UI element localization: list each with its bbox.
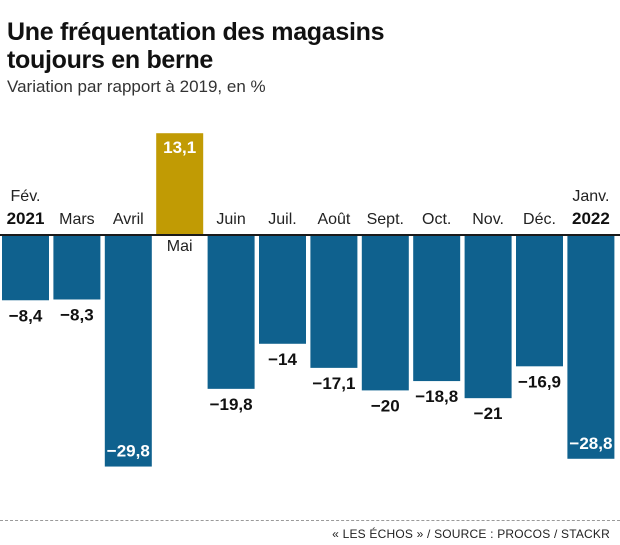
year-label-12: 2022 [572,209,610,228]
bar-5 [207,235,255,389]
bar-2 [53,235,101,300]
bar-7 [310,235,358,368]
chart-title-line-1: Une fréquentation des magasins [7,18,385,46]
month-label-11: Déc. [523,211,556,228]
bar-8 [361,235,409,391]
chart-subtitle: Variation par rapport à 2019, en % [7,77,266,96]
source-credit: « LES ÉCHOS » / SOURCE : PROCOS / STACKR [332,527,610,541]
value-label-5: −19,8 [210,395,253,414]
value-label-12: −28,8 [569,434,612,453]
value-label-9: −18,8 [415,387,458,406]
bar-3 [104,235,152,467]
bar-1 [2,235,49,301]
month-label-12: Janv. [572,188,609,205]
month-label-3: Avril [113,211,144,228]
value-label-3: −29,8 [107,442,150,461]
month-label-2: Mars [59,211,95,228]
value-label-1: −8,4 [9,306,43,325]
bar-6 [259,235,306,344]
bar-11 [516,235,563,367]
month-label-10: Nov. [472,211,504,228]
year-label-1: 2021 [7,209,45,228]
value-label-6: −14 [268,350,297,369]
value-label-2: −8,3 [60,305,94,324]
month-label-7: Août [317,211,350,228]
value-label-4: 13,1 [163,138,196,157]
month-label-4: Mai [167,238,193,255]
value-label-11: −16,9 [518,372,561,391]
bar-10 [464,235,512,399]
month-label-1: Fév. [11,188,41,205]
value-label-8: −20 [371,396,400,415]
bar-chart: Fév. 2021 −8,4 Mars −8,3 Avril −29,8 Mai 13,1 Jui… [0,133,620,467]
chart-title-line-2: toujours en berne [7,46,214,74]
bar-9 [413,235,461,382]
month-label-9: Oct. [422,211,451,228]
value-label-7: −17,1 [312,374,355,393]
bar-12 [567,235,615,459]
footer-divider [0,520,620,521]
month-label-6: Juil. [268,211,296,228]
value-label-10: −21 [474,404,503,423]
month-label-8: Sept. [367,211,404,228]
chart-title: Une fréquentation des magasins toujours … [7,18,607,74]
bar-4 [156,133,204,235]
month-label-5: Juin [216,211,245,228]
